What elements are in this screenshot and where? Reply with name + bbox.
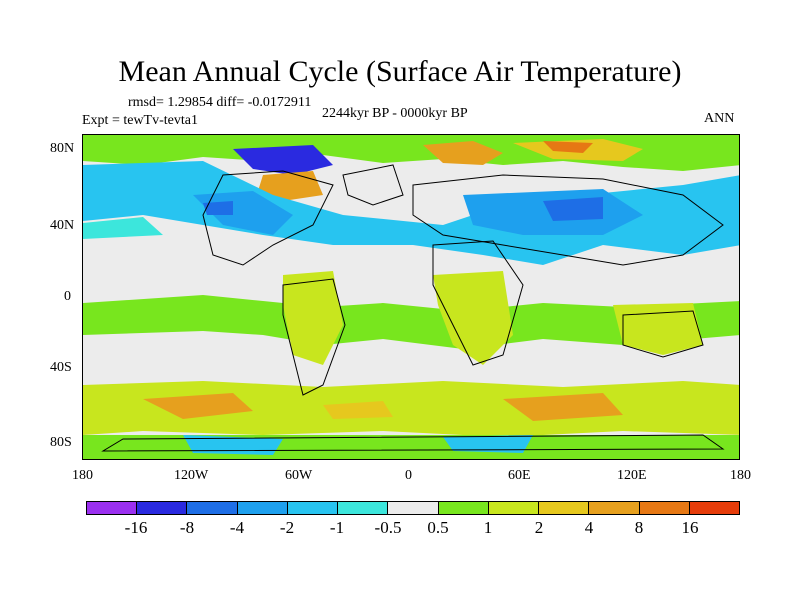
south-america-outline [282,278,346,396]
colorbar-label: 8 [634,518,644,537]
colorbar-label: 4 [584,518,594,537]
colorbar-cell [689,502,740,514]
colorbar-cell [539,502,590,514]
period-label: 2244kyr BP - 0000kyr BP [322,106,468,121]
colorbar-label: -8 [179,518,195,537]
stats-text: rmsd= 1.29854 diff= -0.0172911 [128,95,312,110]
north-cold-band [83,161,739,265]
colorbar-label: -16 [124,518,148,537]
lon-tick: 180 [730,468,751,483]
colorbar-label: -1 [329,518,345,537]
africa-warm [433,271,513,365]
colorbar-cell [137,502,188,514]
lon-tick: 180 [72,468,93,483]
southern-warm-patch-3 [323,401,393,419]
south-america-warm [283,271,343,365]
north-pacific-cyan [83,217,163,239]
lat-tick: 40S [50,360,72,375]
colorbar-cell [589,502,640,514]
colorbar-cell [388,502,439,514]
colorbar-label: -0.5 [374,518,402,537]
eurasia-outline [412,174,724,266]
antarctica-outline [101,434,725,452]
colorbar-cell [338,502,389,514]
season-label: ANN [704,111,735,126]
australia-warm [613,303,703,355]
antarctic-cold-patch-2 [443,435,533,453]
colorbar-cell [287,502,339,514]
lat-tick: 40N [50,218,75,233]
colorbar-cell [187,502,238,514]
lon-tick: 60E [508,468,531,483]
southern-warm-patch-2 [503,393,623,421]
hudson-warm-patch [258,171,323,201]
lon-tick: 60W [285,468,313,483]
colorbar-cell [237,502,288,514]
lat-tick: 80S [50,435,72,450]
colorbar-label: 1 [483,518,493,537]
colorbar-label: 16 [681,518,699,537]
temperature-field-map [83,135,739,459]
north-america-deep-cold [203,201,233,215]
experiment-label: Expt = tewTv-tevta1 [82,113,198,128]
lat-tick: 0 [64,289,71,304]
australia-outline [622,310,704,358]
arctic-hot-patch [543,141,593,153]
africa-outline [432,240,524,366]
coastlines [101,164,725,452]
map-panel [82,134,740,460]
lon-tick: 0 [405,468,412,483]
colorbar-cell [488,502,540,514]
siberia-cold [543,197,603,221]
chart-title: Mean Annual Cycle (Surface Air Temperatu… [118,55,682,88]
colorbar-label: 0.5 [427,518,449,537]
lon-tick: 120E [617,468,647,483]
colorbar-label: 2 [534,518,544,537]
lon-tick: 120W [174,468,209,483]
colorbar [86,501,740,515]
colorbar-label: -4 [229,518,245,537]
canada-arctic-cold [233,145,333,175]
arctic-warm-patch [423,141,503,165]
colorbar-cell [87,502,138,514]
tropical-green-band [83,295,739,349]
greenland-outline [342,164,404,206]
colorbar-cell [639,502,690,514]
colorbar-label: -2 [279,518,295,537]
southern-warm-patch-1 [143,393,253,419]
lat-tick: 80N [50,141,75,156]
colorbar-cell [438,502,489,514]
north-america-outline [202,170,334,266]
